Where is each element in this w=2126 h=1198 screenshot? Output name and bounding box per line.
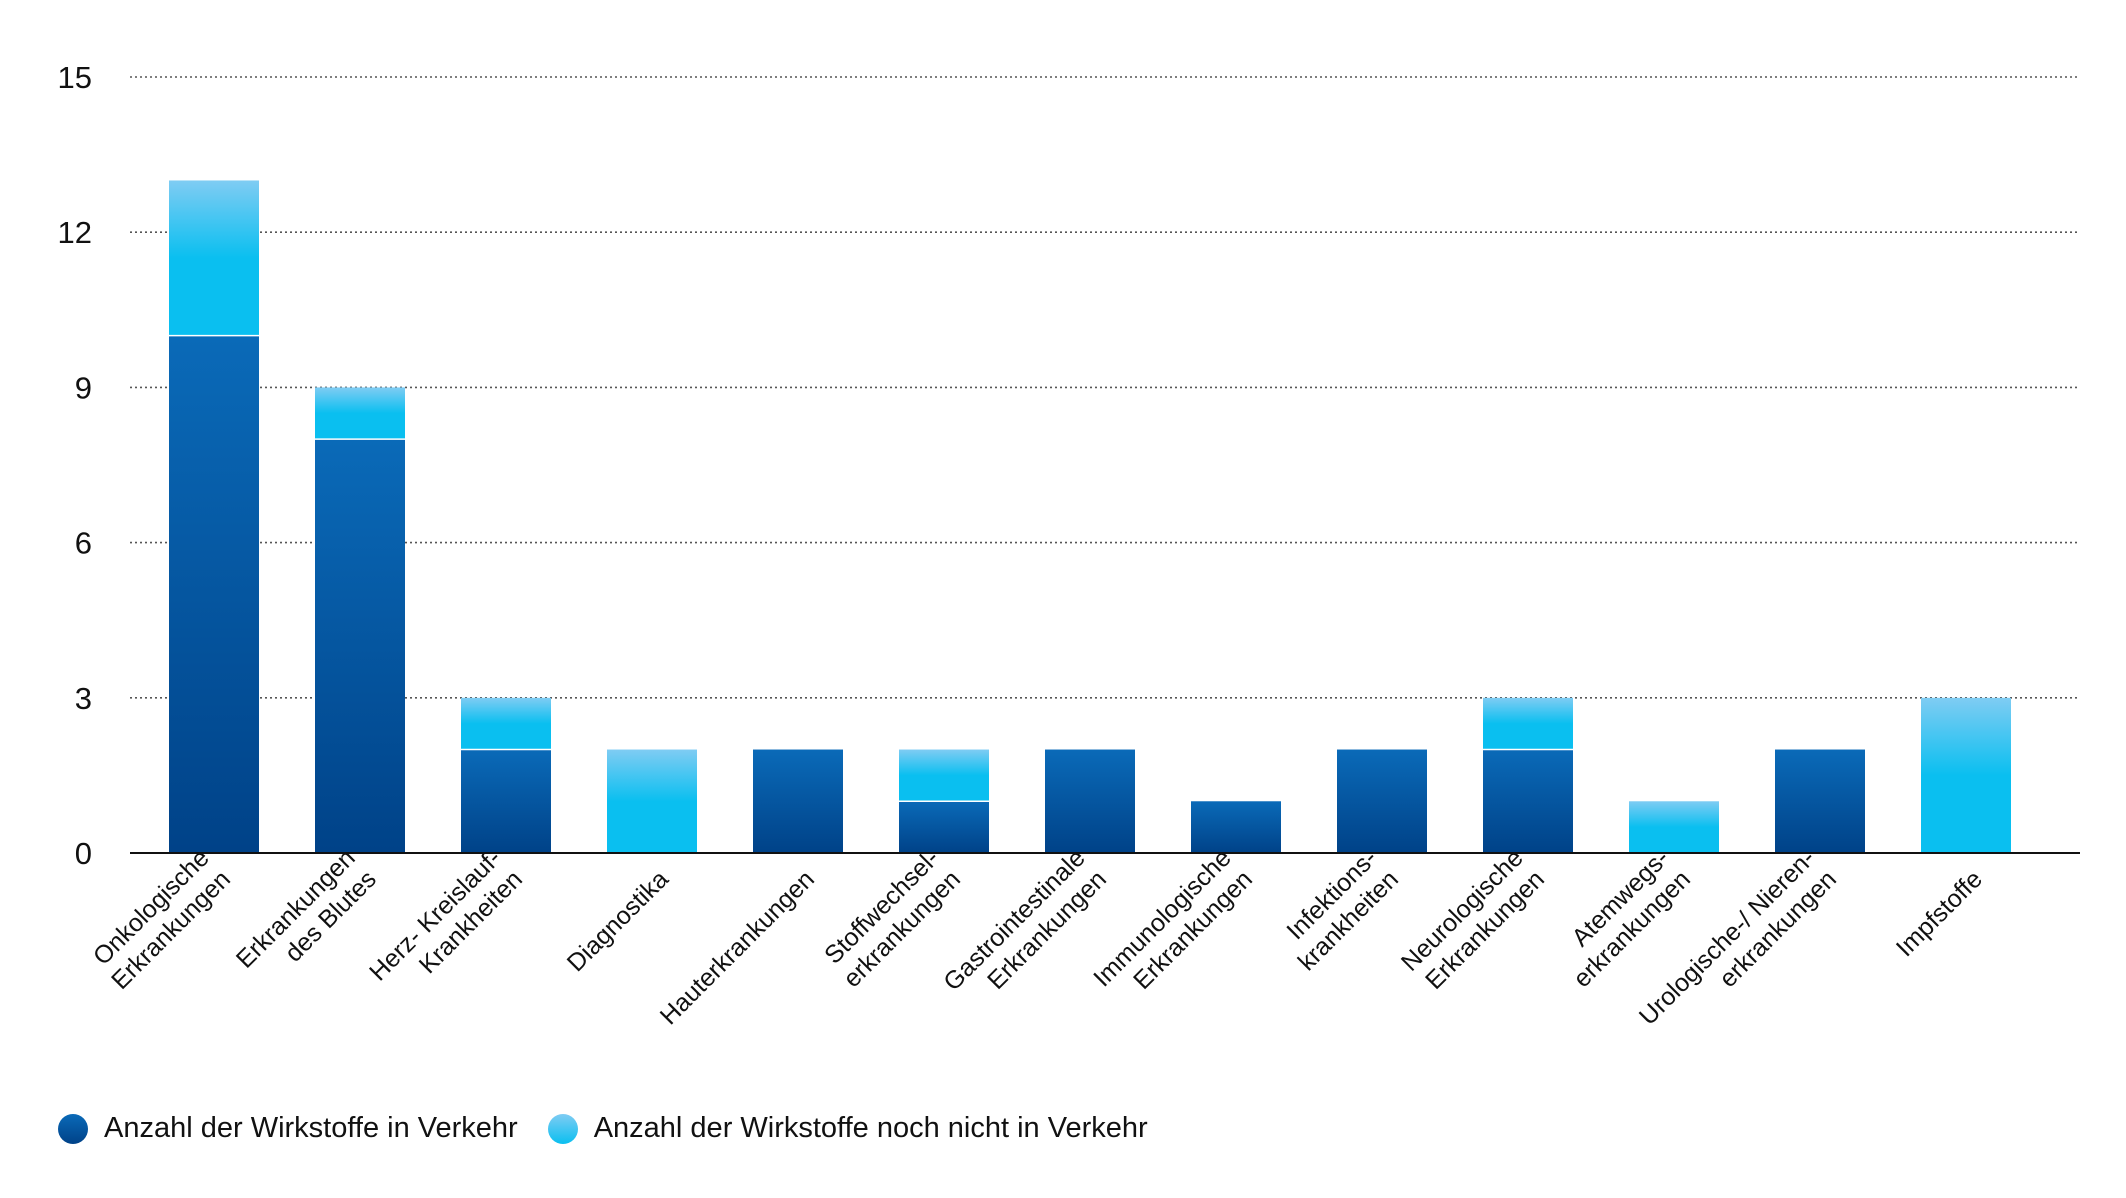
- bar-nicht-in-verkehr: [1921, 697, 2011, 853]
- bars: [169, 180, 2011, 854]
- y-tick-label: 12: [58, 215, 92, 250]
- y-tick-label: 15: [58, 60, 92, 95]
- legend: Anzahl der Wirkstoffe in Verkehr Anzahl …: [58, 1112, 1178, 1145]
- bar-in-verkehr: [169, 335, 259, 854]
- x-category-label-line: Impfstoffe: [1891, 865, 1988, 962]
- x-category-label-line: Hauterkrankungen: [655, 865, 820, 1030]
- x-category-label: Herz- Kreislauf-Krankheiten: [364, 844, 528, 987]
- bar-in-verkehr: [461, 749, 551, 853]
- bar-in-verkehr: [1337, 749, 1427, 853]
- bar-in-verkehr: [1191, 801, 1281, 853]
- bar-nicht-in-verkehr: [315, 387, 405, 440]
- dark-blue-dot-icon: [58, 1113, 88, 1144]
- bar-nicht-in-verkehr: [461, 697, 551, 750]
- bar-nicht-in-verkehr: [899, 749, 989, 802]
- bar-nicht-in-verkehr: [1483, 697, 1573, 750]
- y-tick-label: 6: [75, 526, 92, 561]
- y-tick-label: 0: [75, 836, 92, 871]
- legend-item-in-verkehr: Anzahl der Wirkstoffe in Verkehr: [58, 1112, 518, 1145]
- gridlines: [130, 76, 2080, 699]
- bar-in-verkehr: [1045, 749, 1135, 853]
- x-category-label: Hauterkrankungen: [655, 865, 820, 1030]
- bar-in-verkehr: [899, 801, 989, 853]
- bar-nicht-in-verkehr: [1629, 801, 1719, 853]
- legend-item-nicht-in-verkehr: Anzahl der Wirkstoffe noch nicht in Verk…: [547, 1112, 1148, 1145]
- bar-in-verkehr: [1775, 749, 1865, 853]
- x-category-label: Impfstoffe: [1891, 865, 1988, 962]
- y-tick-label: 9: [75, 370, 92, 405]
- bar-in-verkehr: [1483, 749, 1573, 853]
- bar-in-verkehr: [315, 439, 405, 853]
- legend-label-nicht-in-verkehr: Anzahl der Wirkstoffe noch nicht in Verk…: [593, 1112, 1148, 1144]
- y-tick-label: 3: [75, 681, 92, 716]
- x-axis-category-labels: OnkologischeErkrankungenErkrankungendes …: [88, 844, 1988, 1031]
- legend-label-in-verkehr: Anzahl der Wirkstoffe in Verkehr: [104, 1112, 518, 1144]
- y-axis-ticks: 0 3 6 9 12 15: [58, 60, 92, 871]
- x-category-label-line: Diagnostika: [562, 865, 674, 977]
- bar-in-verkehr: [753, 749, 843, 853]
- light-blue-dot-icon: [547, 1113, 578, 1144]
- x-category-label: Infektions-krankheiten: [1281, 844, 1404, 976]
- bar-nicht-in-verkehr: [169, 180, 259, 336]
- x-category-label: Diagnostika: [562, 865, 674, 977]
- bar-nicht-in-verkehr: [607, 749, 697, 853]
